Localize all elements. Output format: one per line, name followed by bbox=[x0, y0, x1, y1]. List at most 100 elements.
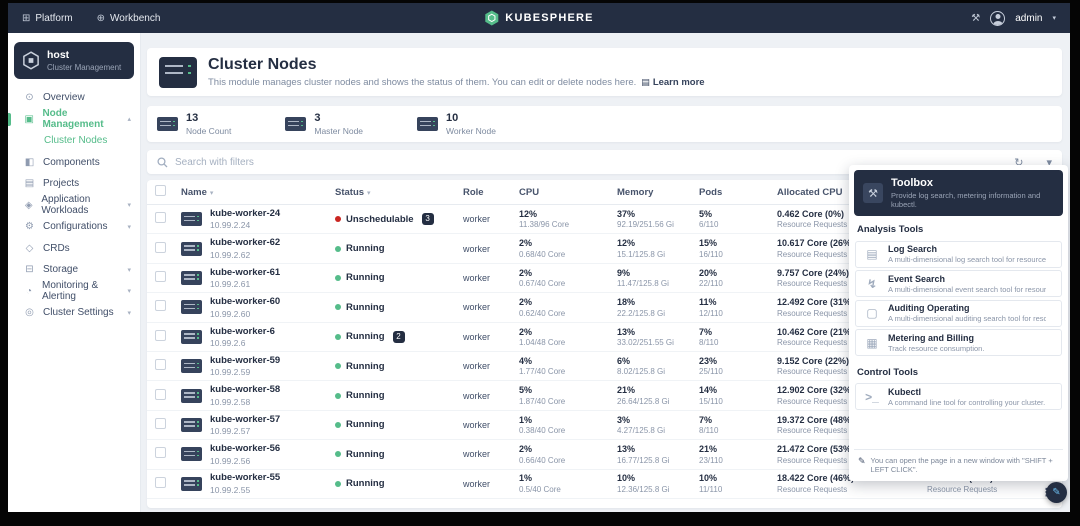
column-status[interactable]: Status ▾ bbox=[335, 187, 463, 198]
learn-more-link[interactable]: ▤ Learn more bbox=[641, 77, 704, 88]
sidebar-item-label: Components bbox=[43, 156, 100, 168]
row-checkbox[interactable] bbox=[155, 270, 166, 282]
node-name-link[interactable]: kube-worker-59 bbox=[210, 354, 281, 366]
tool-item[interactable]: ▢ Auditing Operating A multi-dimensional… bbox=[855, 299, 1062, 327]
sidebar-item[interactable]: ⊟ Storage ▾ bbox=[8, 259, 140, 281]
toolbox-icon[interactable]: ⚒ bbox=[971, 12, 981, 24]
sidebar-item[interactable]: ◈ Application Workloads ▾ bbox=[8, 194, 140, 217]
row-checkbox[interactable] bbox=[155, 300, 166, 312]
row-checkbox[interactable] bbox=[155, 212, 166, 224]
cpu-usage-cell: 12% 11.38/96 Core bbox=[519, 209, 617, 230]
status-label: Running bbox=[346, 272, 385, 284]
sidebar-item[interactable]: ◔ Monitoring & Alerting ▾ bbox=[8, 280, 140, 302]
sidebar-item[interactable]: ⚙ Configurations ▾ bbox=[8, 216, 140, 238]
row-checkbox[interactable] bbox=[155, 476, 166, 488]
memory-percent: 18% bbox=[617, 297, 636, 308]
memory-percent: 37% bbox=[617, 208, 636, 219]
node-name-link[interactable]: kube-worker-56 bbox=[210, 443, 281, 455]
cpu-percent: 4% bbox=[519, 355, 533, 366]
toolbox-header: ⚒ Toolbox Provide log search, metering i… bbox=[854, 170, 1063, 216]
control-tools-heading: Control Tools bbox=[857, 366, 919, 378]
pods-percent: 11% bbox=[699, 297, 717, 308]
allocated-cpu-cell: 12.902 Core (32%) Resource Requests bbox=[777, 385, 927, 406]
chevron-down-icon[interactable]: ▾ bbox=[1046, 156, 1052, 169]
table-row[interactable]: kube-worker-57 10.99.2.57 Running worker bbox=[147, 411, 1062, 441]
node-name-link[interactable]: kube-worker-57 bbox=[210, 413, 281, 425]
sidebar-item-label: Cluster Nodes bbox=[44, 135, 108, 147]
cpu-percent: 2% bbox=[519, 297, 533, 308]
auditing-operating-icon: ▢ bbox=[866, 306, 878, 320]
taint-badge[interactable]: 2 bbox=[392, 330, 405, 343]
table-row[interactable]: kube-worker-59 10.99.2.59 Running worker bbox=[147, 352, 1062, 382]
node-icon bbox=[181, 241, 202, 256]
pods-usage-cell: 14% 15/110 bbox=[699, 385, 777, 406]
toolbox-panel: ⚒ Toolbox Provide log search, metering i… bbox=[849, 165, 1068, 481]
pods-detail: 15/110 bbox=[699, 396, 723, 406]
toolbox-subtitle: Provide log search, metering information… bbox=[891, 191, 1041, 209]
sidebar-menu: ⊙ Overview ▣ Node Management ▴ Cluster N… bbox=[8, 87, 140, 324]
platform-menu[interactable]: ⊞ Platform bbox=[22, 13, 73, 24]
status-label: Running bbox=[346, 301, 385, 313]
sidebar-item[interactable]: ◇ CRDs bbox=[8, 238, 140, 260]
taint-badge[interactable]: 3 bbox=[421, 213, 434, 226]
status-label: Running bbox=[346, 448, 385, 460]
role-label: worker bbox=[463, 331, 491, 342]
table-row[interactable]: kube-worker-6 10.99.2.6 Running 2 worker bbox=[147, 323, 1062, 352]
table-row[interactable]: kube-worker-58 10.99.2.58 Running worker bbox=[147, 381, 1062, 411]
node-ip: 10.99.2.6 bbox=[210, 338, 246, 348]
sidebar-item[interactable]: ▤ Projects bbox=[8, 173, 140, 195]
sidebar-item-label: Configurations bbox=[43, 221, 108, 233]
row-checkbox[interactable] bbox=[155, 329, 166, 341]
role-label: worker bbox=[463, 243, 491, 254]
toolbox-footer: ✎ You can open the page in a new window … bbox=[854, 449, 1063, 476]
row-checkbox[interactable] bbox=[155, 447, 166, 459]
sidebar-item[interactable]: ⊙ Overview bbox=[8, 87, 140, 109]
column-status-label: Status bbox=[335, 186, 365, 198]
table-row[interactable]: kube-worker-60 10.99.2.60 Running worker bbox=[147, 293, 1062, 323]
pods-percent: 10% bbox=[699, 473, 718, 484]
refresh-icon[interactable]: ↻ bbox=[1014, 156, 1024, 169]
sidebar-item[interactable]: ◧ Components bbox=[8, 152, 140, 174]
table-row[interactable]: kube-worker-61 10.99.2.61 Running worker bbox=[147, 264, 1062, 294]
tool-item[interactable]: ▤ Log Search A multi-dimensional log sea… bbox=[855, 240, 1062, 268]
pods-detail: 22/110 bbox=[699, 279, 723, 289]
sidebar-item-label: Application Workloads bbox=[41, 194, 91, 217]
chevron-down-icon[interactable]: ▾ bbox=[1052, 15, 1056, 22]
search-input[interactable] bbox=[175, 156, 992, 168]
table-row[interactable]: kube-worker-62 10.99.2.62 Running worker bbox=[147, 234, 1062, 264]
row-checkbox[interactable] bbox=[155, 241, 166, 253]
sidebar-item[interactable]: Cluster Nodes bbox=[8, 130, 140, 152]
row-checkbox[interactable] bbox=[155, 417, 166, 429]
node-name-link[interactable]: kube-worker-60 bbox=[210, 296, 281, 308]
tool-item[interactable]: >_ Kubectl A command line tool for contr… bbox=[855, 383, 1062, 410]
workbench-menu[interactable]: ⊕ Workbench bbox=[97, 13, 161, 24]
cluster-selector[interactable]: host Cluster Management bbox=[14, 42, 134, 79]
node-name-link[interactable]: kube-worker-55 bbox=[210, 472, 281, 484]
node-name-link[interactable]: kube-worker-24 bbox=[210, 207, 281, 219]
node-name-link[interactable]: kube-worker-58 bbox=[210, 384, 281, 396]
admin-label[interactable]: admin bbox=[1015, 12, 1043, 24]
node-name-link[interactable]: kube-worker-61 bbox=[210, 266, 281, 278]
user-avatar[interactable] bbox=[990, 10, 1006, 26]
node-name-link[interactable]: kube-worker-62 bbox=[210, 237, 281, 249]
column-name[interactable]: Name ▾ bbox=[181, 187, 335, 198]
node-name-link[interactable]: kube-worker-6 bbox=[210, 325, 275, 337]
table-row[interactable]: kube-worker-24 10.99.2.24 Unschedulable … bbox=[147, 205, 1062, 235]
role-label: worker bbox=[463, 272, 491, 283]
status-dot bbox=[335, 304, 341, 311]
tool-item[interactable]: ↯ Event Search A multi-dimensional event… bbox=[855, 270, 1062, 297]
tool-item[interactable]: ▦ Metering and Billing Track resource co… bbox=[855, 329, 1062, 356]
status-label: Running bbox=[346, 331, 385, 343]
platform-icon: ⊞ bbox=[22, 12, 31, 24]
sidebar-item[interactable]: ▣ Node Management ▴ bbox=[8, 108, 140, 130]
floating-pen-button[interactable]: ✎ bbox=[1046, 482, 1067, 503]
row-checkbox[interactable] bbox=[155, 388, 166, 400]
kubesphere-logo[interactable]: KUBESPHERE bbox=[484, 10, 593, 26]
cluster-name: host bbox=[47, 49, 70, 61]
row-checkbox[interactable] bbox=[155, 359, 166, 371]
sidebar-item[interactable]: ◎ Cluster Settings ▾ bbox=[8, 302, 140, 324]
table-row[interactable]: kube-worker-56 10.99.2.56 Running worker bbox=[147, 440, 1062, 470]
pods-detail: 16/110 bbox=[699, 249, 723, 259]
resource-requests-label: Resource Requests bbox=[777, 455, 848, 465]
select-all-checkbox[interactable] bbox=[155, 185, 166, 196]
